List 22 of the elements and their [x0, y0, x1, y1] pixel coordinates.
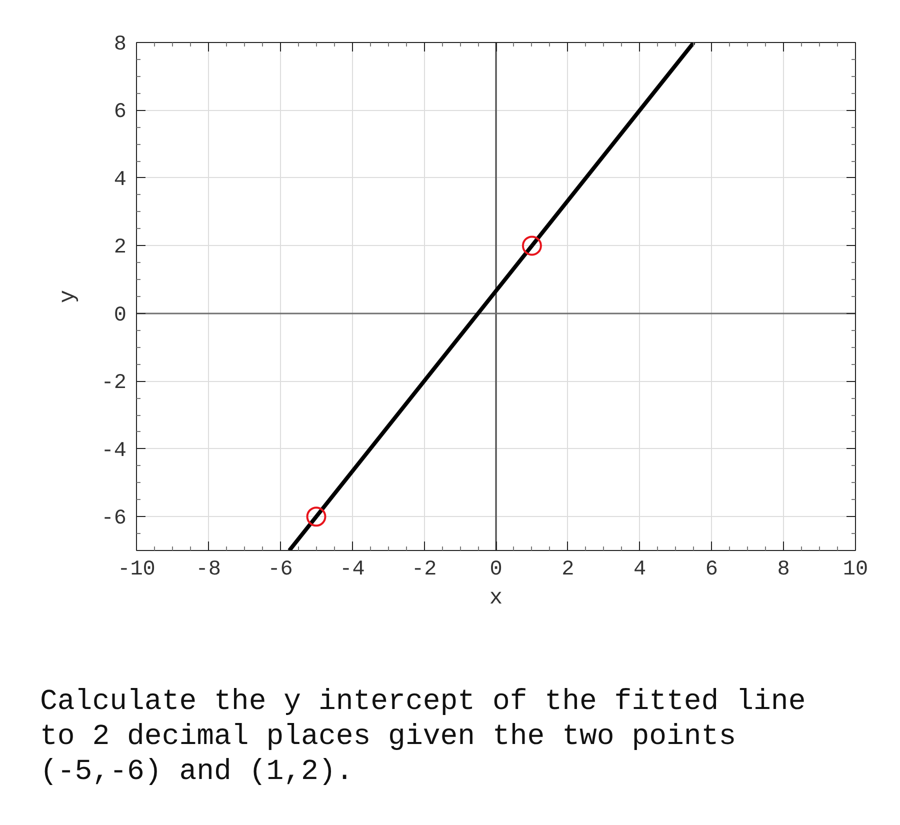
x-tick-label: 8	[777, 558, 790, 582]
y-tick-label: 2	[114, 236, 127, 260]
text: Calculate the y intercept of the fitted line to 2 decimal places given the two points (-5,-6) and (1,2).	[40, 685, 807, 790]
x-tick-label: 10	[842, 558, 868, 582]
x-tick-label: 2	[562, 558, 574, 582]
x-axis-title: x	[489, 586, 503, 610]
y-tick-label: 8	[114, 34, 127, 56]
x-tick-label: -2	[412, 558, 437, 582]
x-tick-label: 4	[634, 558, 646, 582]
y-tick-label: -2	[101, 372, 127, 396]
x-tick-label: -6	[268, 558, 293, 582]
x-tick-label: -8	[196, 558, 222, 582]
y-tick-label: 0	[114, 304, 127, 328]
x-tick-label: 0	[490, 558, 502, 582]
y-tick-label: -6	[101, 508, 127, 531]
y-axis-title: y	[55, 290, 80, 304]
x-tick-label: 6	[705, 558, 718, 582]
x-tick-label: -10	[118, 558, 156, 582]
y-tick-label: 6	[114, 101, 127, 124]
x-tick-label: -4	[340, 558, 365, 582]
y-tick-label: 4	[114, 168, 127, 192]
y-tick-label: -4	[101, 440, 127, 463]
